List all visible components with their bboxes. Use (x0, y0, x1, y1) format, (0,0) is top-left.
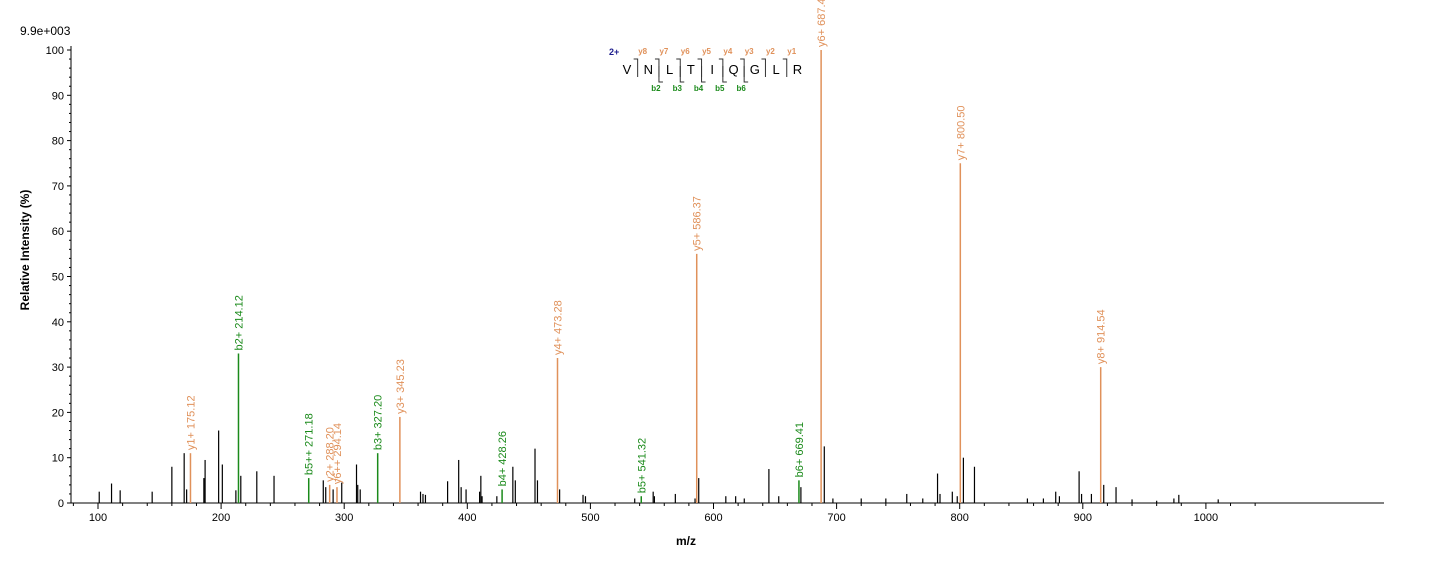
y-ion-peak-label: y7+ 800.50 (955, 106, 967, 161)
y-ion-marker: y6 (681, 47, 690, 56)
x-axis-label: m/z (676, 534, 696, 548)
b-ion-peak-label: b4+ 428.26 (497, 431, 509, 486)
x-tick-label: 400 (458, 512, 476, 524)
y-ion-marker: y3 (745, 47, 754, 56)
y-ion-peak-label: y1+ 175.12 (185, 395, 197, 450)
y-ion-marker: y2 (766, 47, 775, 56)
y-tick-label: 0 (58, 498, 64, 510)
y-ion-peak-label: y4+ 473.28 (553, 300, 565, 355)
y-axis-label: Relative Intensity (%) (18, 190, 32, 311)
x-tick-label: 200 (212, 512, 230, 524)
y-ion-marker: y7 (659, 47, 668, 56)
y-ion-bracket (740, 58, 745, 77)
y-ion-peak-label: y8+ 914.54 (1096, 309, 1108, 364)
y-ion-peak-label: y3+ 345.23 (395, 359, 407, 414)
y-tick-label: 10 (52, 453, 64, 465)
y-ion-bracket (654, 58, 660, 77)
b-ion-marker: b3 (673, 84, 683, 93)
charge-state-label: 2+ (609, 47, 619, 57)
y-tick-label: 60 (52, 226, 64, 238)
intensity-scale-label: 9.9e+003 (20, 24, 71, 38)
x-tick-label: 100 (89, 512, 107, 524)
peaks (98, 50, 1219, 503)
y-tick-label: 50 (52, 272, 64, 284)
y-tick-label: 70 (52, 181, 64, 193)
y-tick-label: 80 (52, 136, 64, 148)
b-ion-peak-label: b2+ 214.12 (233, 295, 245, 350)
x-tick-label: 300 (335, 512, 353, 524)
b-ion-peak-label: b3+ 327.20 (373, 395, 385, 450)
residue-letter: N (644, 62, 653, 77)
x-tick-label: 500 (581, 512, 599, 524)
y-ion-bracket (761, 58, 766, 77)
residue-letter: L (666, 62, 673, 77)
residue-letter: L (772, 62, 779, 77)
b-ion-peak-label: b5++ 271.18 (304, 413, 316, 475)
b-ion-bracket (743, 66, 749, 83)
y-ion-bracket (633, 58, 639, 77)
y-ion-peak-label: y5+ 586.37 (692, 196, 704, 251)
y-tick-label: 30 (52, 362, 64, 374)
residue-letter: V (623, 62, 632, 77)
x-tick-label: 700 (827, 512, 845, 524)
y-ion-marker: y4 (723, 47, 732, 56)
y-ion-marker: y8 (638, 47, 647, 56)
y-tick-label: 100 (46, 45, 64, 57)
residue-letter: I (710, 62, 714, 77)
axes: 0 10 20 30 40 50 60 70 80 90 100 100 200 300 400 500 600… (46, 45, 1384, 524)
x-tick-label: 900 (1074, 512, 1092, 524)
y-ion-peak-label: y6++ 294.14 (332, 423, 344, 484)
y-ion-bracket (718, 58, 724, 77)
residue-letter: R (793, 62, 802, 77)
b-ion-marker: b4 (694, 84, 704, 93)
y-tick-label: 90 (52, 90, 64, 102)
residue-letter: T (687, 62, 695, 77)
y-ion-peak-label: y6+ 687.42 (816, 0, 828, 47)
residue-letter: G (750, 62, 760, 77)
y-tick-label: 40 (52, 317, 64, 329)
x-tick-label: 1000 (1194, 512, 1218, 524)
b-ion-bracket (679, 66, 685, 83)
b-ion-marker: b6 (736, 84, 746, 93)
y-ion-peak-label: y2+ 288.20 (325, 427, 337, 482)
peak-labels: y1+ 175.12 b2+ 214.12 b5++ 271.18 y2+ 288.2… (185, 0, 1107, 493)
b-ion-marker: b5 (715, 84, 725, 93)
residue-letter: Q (728, 62, 738, 77)
y-ion-marker: y5 (702, 47, 711, 56)
b-ion-marker: b2 (651, 84, 661, 93)
x-tick-label: 600 (704, 512, 722, 524)
b-ion-bracket (658, 66, 663, 83)
y-tick-label: 20 (52, 407, 64, 419)
y-ion-bracket (676, 58, 681, 77)
b-ion-peak-label: b6+ 669.41 (794, 422, 806, 477)
b-ion-bracket (701, 66, 706, 83)
b-ion-peak-label: b5+ 541.32 (636, 438, 648, 493)
y-ion-bracket (782, 58, 788, 77)
b-ion-bracket (722, 66, 727, 83)
x-tick-label: 800 (951, 512, 969, 524)
y-ion-marker: y1 (787, 47, 796, 56)
y-ion-bracket (697, 58, 703, 77)
